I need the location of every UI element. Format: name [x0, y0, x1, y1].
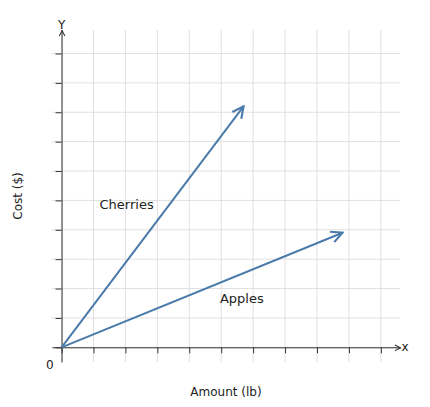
tick-mark — [56, 171, 62, 172]
tick — [56, 112, 62, 113]
grid-line-x — [348, 30, 349, 362]
tick-mark — [125, 347, 126, 353]
plot: Cherries Apples x Y 0 Amount (lb) Cost ($) — [11, 18, 409, 399]
grid-line-y — [52, 288, 400, 289]
axis-line — [53, 347, 401, 348]
y-axis-title: Cost ($) — [11, 172, 25, 220]
tick — [94, 347, 95, 353]
tick-mark — [56, 54, 62, 55]
tick — [349, 347, 350, 353]
grid-line-y — [52, 259, 400, 260]
tick-mark — [349, 347, 350, 353]
tick-mark — [317, 347, 318, 353]
tick-mark — [56, 289, 62, 290]
grid-line-x — [285, 30, 286, 362]
grid-line-y — [52, 53, 400, 54]
tick — [253, 347, 254, 353]
grid-line-x — [157, 30, 158, 362]
grid-line-x — [93, 30, 94, 362]
tick-mark — [56, 112, 62, 113]
tick-mark — [56, 318, 62, 319]
tick-mark — [56, 259, 62, 260]
tick-mark — [221, 347, 222, 353]
annotation: Y — [57, 18, 66, 32]
annotation: 0 — [46, 358, 54, 372]
tick — [125, 347, 126, 353]
grid-line-y — [52, 141, 400, 142]
grid-line-x — [380, 30, 381, 362]
tick-mark — [381, 347, 382, 353]
grid-line-x — [316, 30, 317, 362]
tick — [221, 347, 222, 353]
chart: Cherries Apples x Y 0 Amount (lb) Cost ($) — [0, 0, 430, 407]
grid — [52, 30, 400, 362]
grid-line-y — [52, 229, 400, 230]
tick — [285, 347, 286, 353]
tick-mark — [56, 83, 62, 84]
tick — [189, 347, 190, 353]
annotation: x — [402, 340, 409, 354]
y-axis — [56, 31, 63, 363]
tick-mark — [56, 230, 62, 231]
grid-line-x — [61, 30, 62, 362]
tick — [381, 347, 382, 353]
series-labels: Cherries Apples — [100, 197, 264, 306]
grid-line-x — [189, 30, 190, 362]
annotations: x Y 0 — [46, 18, 409, 373]
tick — [317, 347, 318, 353]
tick-mark — [56, 142, 62, 143]
grid-line-x — [253, 30, 254, 362]
tick-mark — [56, 200, 62, 201]
tick — [56, 142, 62, 143]
tick-mark — [94, 347, 95, 353]
x-axis-title: Amount (lb) — [190, 385, 261, 399]
grid-line-y — [52, 347, 400, 348]
grid-line-y — [52, 317, 400, 318]
tick-mark — [285, 347, 286, 353]
tick — [157, 347, 158, 353]
tick — [56, 259, 62, 260]
tick — [56, 318, 62, 319]
axis-line — [62, 31, 63, 363]
series-line — [62, 233, 343, 348]
grid-line-y — [52, 112, 400, 113]
grid-line-x — [221, 30, 222, 362]
tick — [56, 54, 62, 55]
series-label: Apples — [220, 291, 264, 306]
series-group — [62, 106, 343, 347]
tick-mark — [56, 347, 62, 348]
grid-line-y — [52, 82, 400, 83]
tick-mark — [189, 347, 190, 353]
tick — [56, 347, 62, 348]
x-axis — [53, 347, 401, 353]
tick-mark — [157, 347, 158, 353]
series-label: Cherries — [100, 197, 154, 212]
grid-line-y — [52, 171, 400, 172]
tick — [56, 83, 62, 84]
tick — [56, 289, 62, 290]
tick-mark — [253, 347, 254, 353]
tick — [56, 200, 62, 201]
tick — [56, 171, 62, 172]
tick — [56, 230, 62, 231]
